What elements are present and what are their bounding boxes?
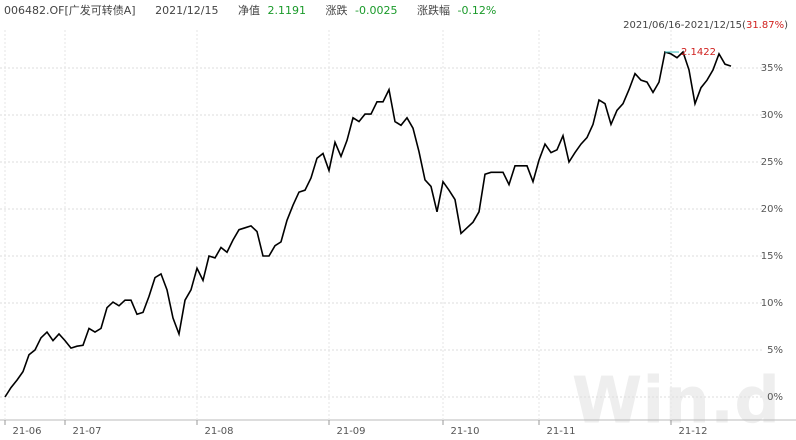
x-tick-label: 21-06: [12, 426, 41, 437]
range: 2021/06/16-2021/12/1531.87%: [623, 20, 788, 31]
y-tick-label: 0%: [767, 392, 783, 403]
pct: -0.12%: [457, 4, 497, 17]
max-label: 2.1422: [681, 47, 716, 58]
y-tick-label: 35%: [761, 63, 783, 74]
fund-code: 006482.OF[广发可转债A]: [4, 4, 136, 17]
x-tick-label: 21-12: [678, 426, 707, 437]
y-tick-label: 20%: [761, 204, 783, 215]
x-tick-label: 21-07: [72, 426, 101, 437]
y-tick-label: 15%: [761, 251, 783, 262]
x-tick-label: 21-10: [450, 426, 479, 437]
y-tick-label: 25%: [761, 157, 783, 168]
x-tick-label: 21-11: [546, 426, 575, 437]
line: [4, 50, 732, 398]
change: -0.0025: [355, 4, 398, 17]
nav: 2.1191: [267, 4, 307, 17]
x-tick-label: 21-09: [336, 426, 365, 437]
y-tick-label: 30%: [761, 110, 783, 121]
nav-label: 净值: [238, 4, 260, 17]
y-tick-label: 5%: [767, 345, 783, 356]
y-tick-label: 10%: [761, 298, 783, 309]
range-return: 31.87%: [742, 20, 788, 31]
change-label: 涨跌: [325, 4, 348, 17]
pct-label: 涨跌幅: [416, 4, 450, 17]
range-dates: 2021/06/16-2021/12/15: [623, 20, 743, 31]
header: 006482.OF[广发可转债A] 2021/12/15 净值 2.1191 涨…: [4, 2, 500, 18]
x-tick-label: 21-08: [204, 426, 233, 437]
date: 2021/12/15: [155, 4, 219, 17]
watermark: Win.d: [572, 365, 780, 439]
